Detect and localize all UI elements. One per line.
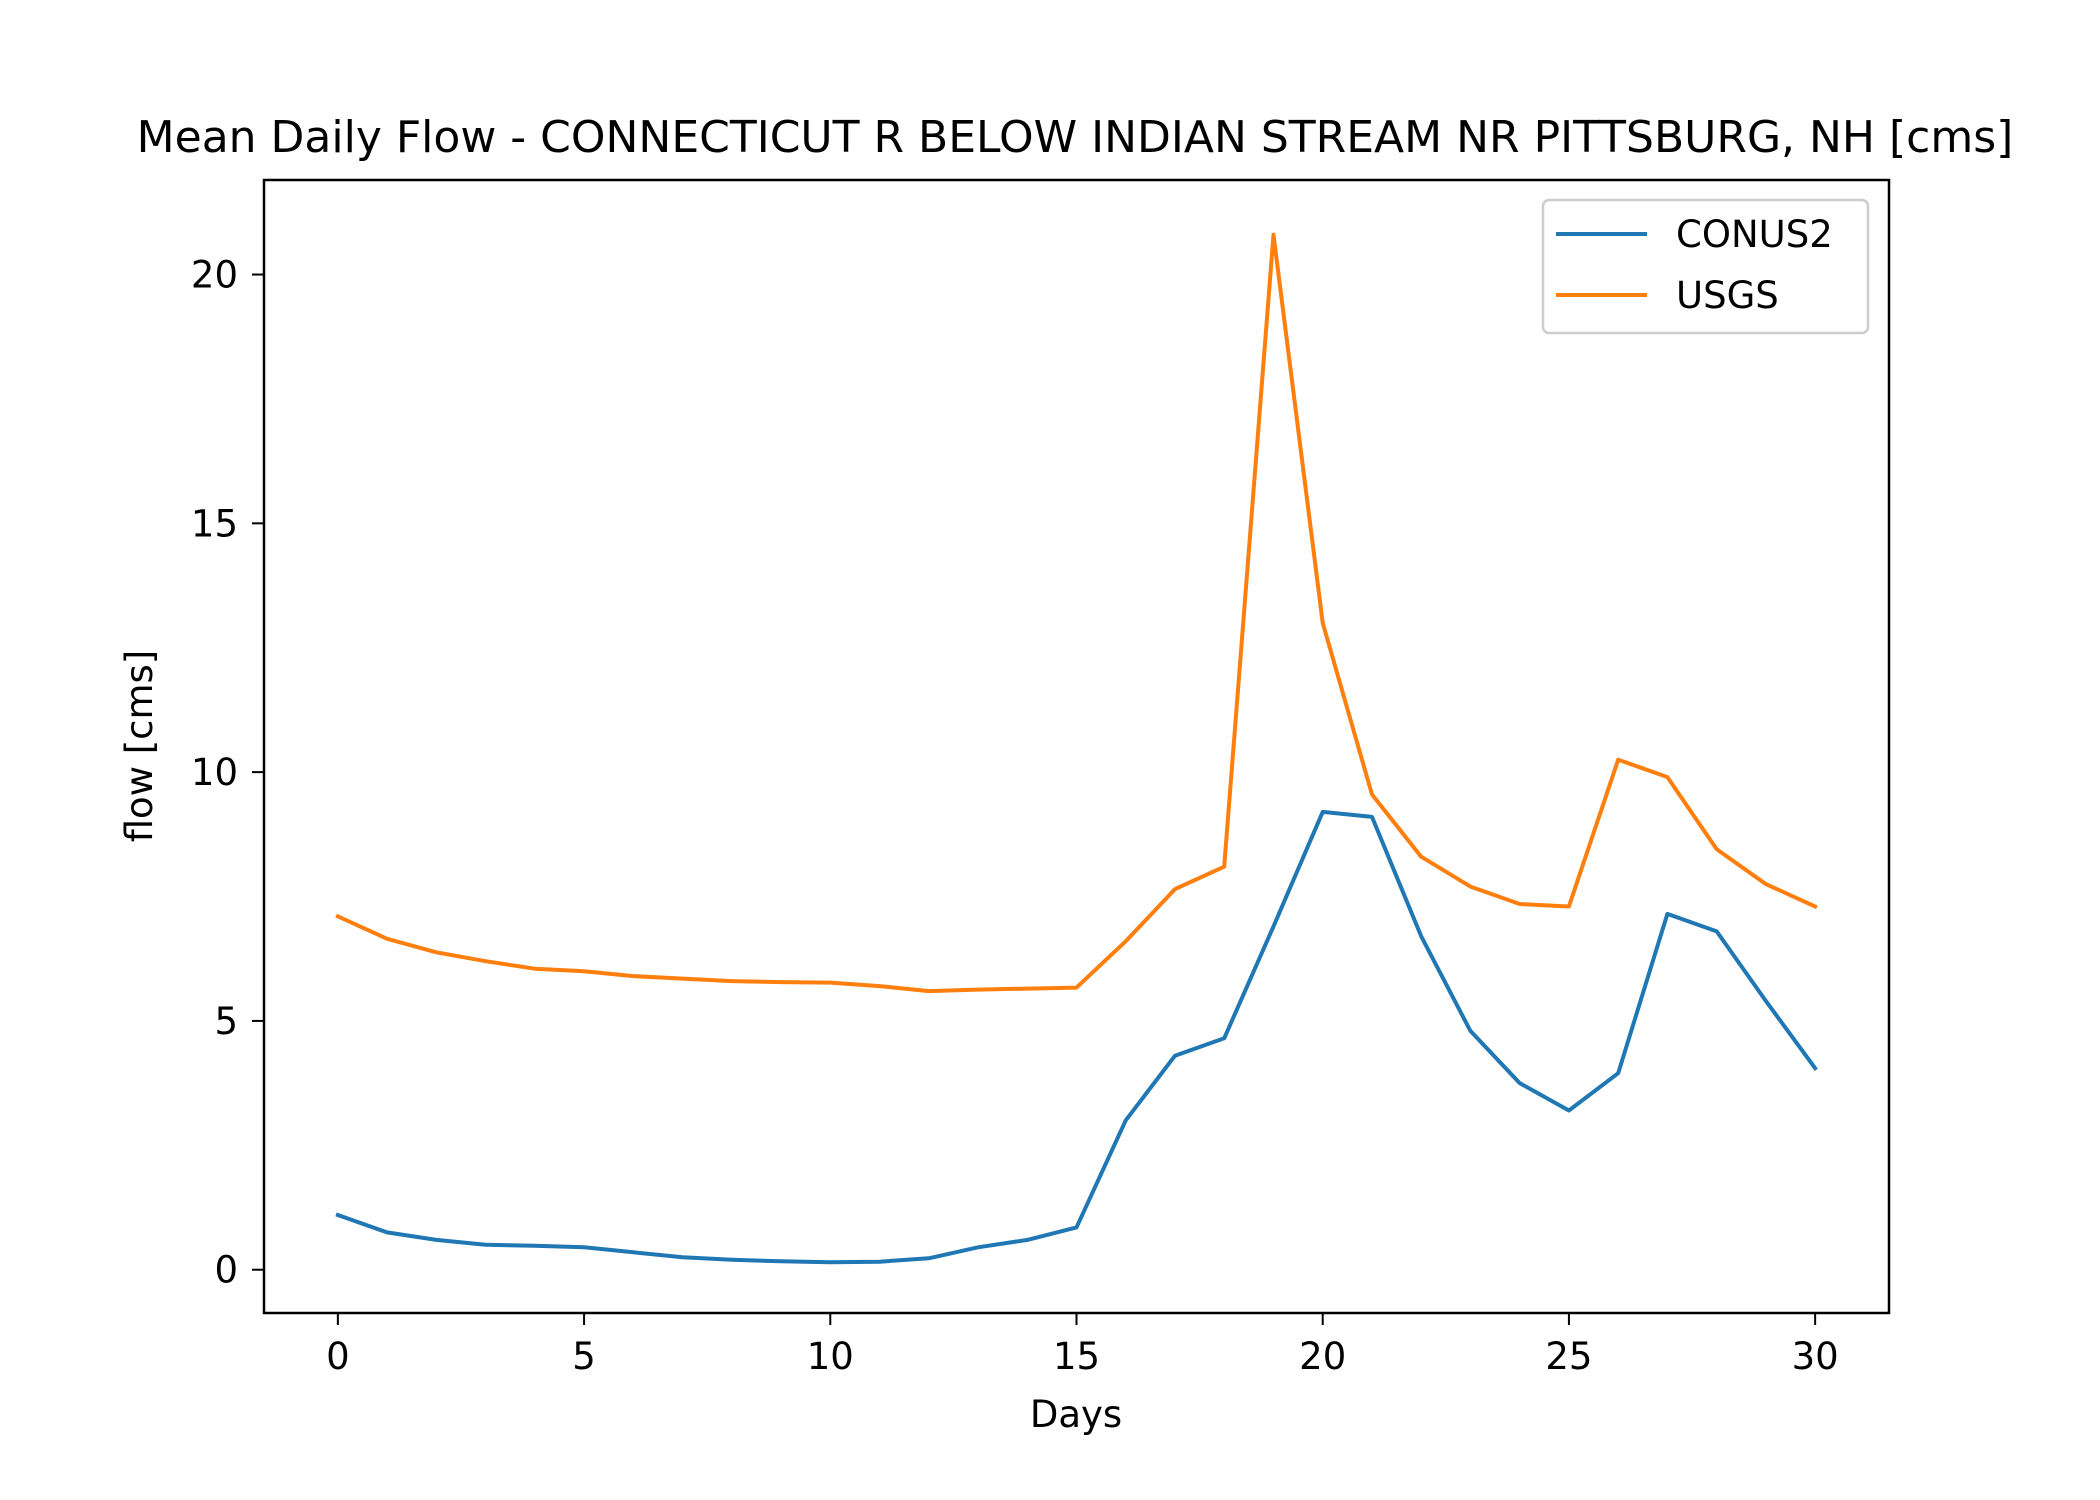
y-tick-label: 20	[191, 254, 238, 297]
legend-items: CONUS2 USGS	[1556, 213, 1833, 317]
y-axis: 0 5 10 15 20	[191, 254, 264, 1292]
y-tick-label: 5	[214, 1000, 238, 1043]
x-axis-label: Days	[1030, 1393, 1122, 1436]
x-axis: 0 5 10 15 20 25 30	[326, 1313, 1839, 1378]
y-axis-label: flow [cms]	[118, 650, 161, 843]
series-line-usgs	[335, 232, 1818, 994]
legend-label-conus2: CONUS2	[1676, 213, 1833, 256]
legend-label-usgs: USGS	[1676, 274, 1779, 317]
x-tick-label: 0	[326, 1335, 350, 1378]
series-layer	[335, 232, 1818, 1265]
y-tick-label: 0	[214, 1249, 238, 1292]
chart-title: Mean Daily Flow - CONNECTICUT R BELOW IN…	[137, 112, 2014, 163]
x-tick-label: 20	[1299, 1335, 1346, 1378]
x-tick-label: 30	[1792, 1335, 1839, 1378]
y-tick-label: 10	[191, 751, 238, 794]
plot-frame	[262, 178, 1891, 1315]
legend: CONUS2 USGS	[1541, 198, 1870, 335]
x-tick-label: 15	[1053, 1335, 1100, 1378]
x-tick-label: 25	[1545, 1335, 1592, 1378]
series-line-conus2	[335, 809, 1818, 1265]
y-tick-label: 15	[191, 502, 238, 545]
x-tick-label: 5	[572, 1335, 596, 1378]
x-tick-label: 10	[807, 1335, 854, 1378]
